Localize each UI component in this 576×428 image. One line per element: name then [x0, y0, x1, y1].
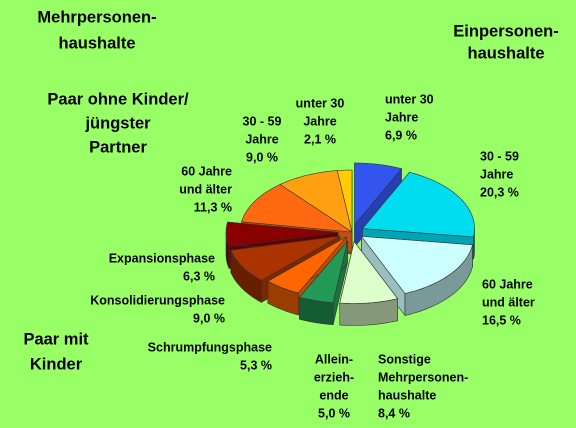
group-label: Einpersonen- [453, 22, 558, 40]
slice-label: und älter [179, 182, 232, 196]
slice [225, 221, 339, 247]
group-label: Mehrpersonen- [37, 8, 156, 26]
value-label: 9,0 % [246, 150, 278, 164]
slice [241, 184, 353, 233]
slice-label: erzieh- [314, 370, 354, 384]
slice-label: unter 30 [296, 96, 345, 110]
slice [336, 169, 353, 233]
slice [267, 236, 347, 294]
slice-label: unter 30 [385, 92, 434, 106]
slice-label: Expansionsphase [109, 251, 215, 265]
value-label: 20,3 % [480, 185, 519, 199]
value-label: 16,5 % [482, 313, 521, 327]
slice-label: Mehrpersonen- [378, 370, 468, 384]
slice-label: Jahre [245, 132, 278, 146]
slice-label: Jahre [303, 114, 336, 128]
slice-label: und älter [482, 295, 535, 309]
slice-label: 30 - 59 [480, 149, 519, 163]
group-label: haushalte [58, 34, 135, 52]
value-label: 5,0 % [318, 406, 350, 420]
value-label: 6,3 % [183, 269, 215, 283]
group-label: Kinder [30, 355, 83, 373]
slice-label: Sonstige [378, 352, 431, 366]
slice-label: Konsolidierungsphase [90, 293, 225, 307]
slice-label: Jahre [480, 167, 513, 181]
group-label: Partner [89, 138, 147, 156]
group-label: jüngster [84, 114, 151, 132]
group-label: haushalte [467, 44, 544, 62]
slice-label: Schrumpfungsphase [148, 340, 272, 354]
slice-label: 60 Jahre [482, 277, 533, 291]
group-label: Paar mit [23, 330, 89, 348]
slice-label: haushalte [378, 388, 436, 402]
value-label: 6,9 % [385, 128, 417, 142]
slice [230, 235, 340, 281]
value-label: 9,0 % [193, 311, 225, 325]
slice [361, 171, 475, 238]
slice-label: Jahre [385, 110, 418, 124]
slice [298, 241, 348, 304]
group-label: Paar ohne Kinder/ [47, 90, 189, 108]
value-label: 11,3 % [194, 200, 232, 214]
slice [339, 240, 399, 304]
slice-tops [225, 162, 475, 304]
slice-label: Allein- [315, 352, 353, 366]
slice [279, 170, 353, 233]
value-label: 2,1 % [304, 132, 336, 146]
slice-label: 30 - 59 [243, 114, 282, 128]
value-label: 5,3 % [240, 358, 272, 372]
slice [354, 162, 403, 226]
slice [360, 236, 473, 294]
slice-label: 60 Jahre [181, 164, 232, 178]
value-label: 8,4 % [378, 406, 410, 420]
slice-label: ende [319, 388, 348, 402]
